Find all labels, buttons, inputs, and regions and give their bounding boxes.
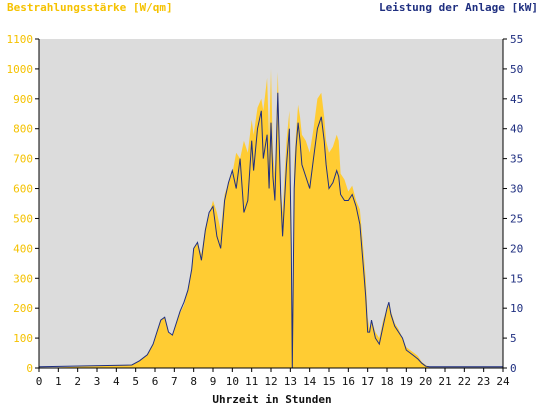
x-tick-label: 9 bbox=[210, 375, 217, 388]
left-axis-title: Bestrahlungsstärke [W/qm] bbox=[7, 1, 173, 14]
left-tick-label: 100 bbox=[13, 332, 33, 345]
right-axis-title: Leistung der Anlage [kW] bbox=[379, 1, 538, 14]
right-tick-label: 40 bbox=[510, 123, 523, 136]
x-tick-label: 24 bbox=[496, 375, 510, 388]
x-tick-label: 22 bbox=[458, 375, 471, 388]
right-tick-label: 50 bbox=[510, 63, 523, 76]
left-tick-label: 500 bbox=[13, 212, 33, 225]
right-tick-label: 20 bbox=[510, 242, 523, 255]
x-tick-label: 17 bbox=[361, 375, 374, 388]
right-tick-label: 30 bbox=[510, 183, 523, 196]
left-tick-label: 700 bbox=[13, 153, 33, 166]
x-tick-label: 1 bbox=[55, 375, 62, 388]
x-tick-label: 23 bbox=[477, 375, 490, 388]
x-tick-label: 3 bbox=[94, 375, 101, 388]
right-tick-label: 5 bbox=[510, 332, 517, 345]
right-tick-label: 35 bbox=[510, 153, 523, 166]
x-tick-label: 2 bbox=[74, 375, 81, 388]
left-tick-label: 1000 bbox=[7, 63, 34, 76]
left-tick-label: 900 bbox=[13, 93, 33, 106]
irradiance-area bbox=[39, 68, 503, 369]
x-tick-label: 4 bbox=[113, 375, 120, 388]
left-tick-label: 600 bbox=[13, 183, 33, 196]
left-tick-label: 200 bbox=[13, 302, 33, 315]
x-tick-label: 8 bbox=[190, 375, 197, 388]
right-tick-label: 15 bbox=[510, 272, 523, 285]
x-tick-label: 12 bbox=[264, 375, 277, 388]
right-tick-label: 55 bbox=[510, 33, 523, 46]
left-tick-label: 400 bbox=[13, 242, 33, 255]
left-tick-label: 800 bbox=[13, 123, 33, 136]
left-tick-label: 1100 bbox=[7, 33, 34, 46]
x-tick-label: 19 bbox=[400, 375, 413, 388]
x-tick-label: 14 bbox=[303, 375, 317, 388]
x-tick-label: 16 bbox=[342, 375, 355, 388]
x-tick-label: 0 bbox=[36, 375, 43, 388]
x-tick-label: 21 bbox=[438, 375, 451, 388]
x-tick-label: 20 bbox=[419, 375, 432, 388]
x-tick-label: 13 bbox=[284, 375, 297, 388]
right-tick-label: 10 bbox=[510, 302, 523, 315]
right-tick-label: 0 bbox=[510, 362, 517, 375]
x-axis-label: Uhrzeit in Stunden bbox=[212, 393, 332, 406]
x-tick-label: 7 bbox=[171, 375, 178, 388]
x-tick-label: 15 bbox=[322, 375, 335, 388]
right-tick-label: 25 bbox=[510, 212, 523, 225]
x-tick-label: 5 bbox=[132, 375, 139, 388]
x-tick-label: 18 bbox=[380, 375, 393, 388]
axes: 0100200300400500600700800900100011000510… bbox=[7, 33, 524, 388]
x-tick-label: 10 bbox=[226, 375, 239, 388]
x-tick-label: 11 bbox=[245, 375, 258, 388]
left-tick-label: 300 bbox=[13, 272, 33, 285]
left-tick-label: 0 bbox=[26, 362, 33, 375]
x-tick-label: 6 bbox=[152, 375, 159, 388]
right-tick-label: 45 bbox=[510, 93, 523, 106]
